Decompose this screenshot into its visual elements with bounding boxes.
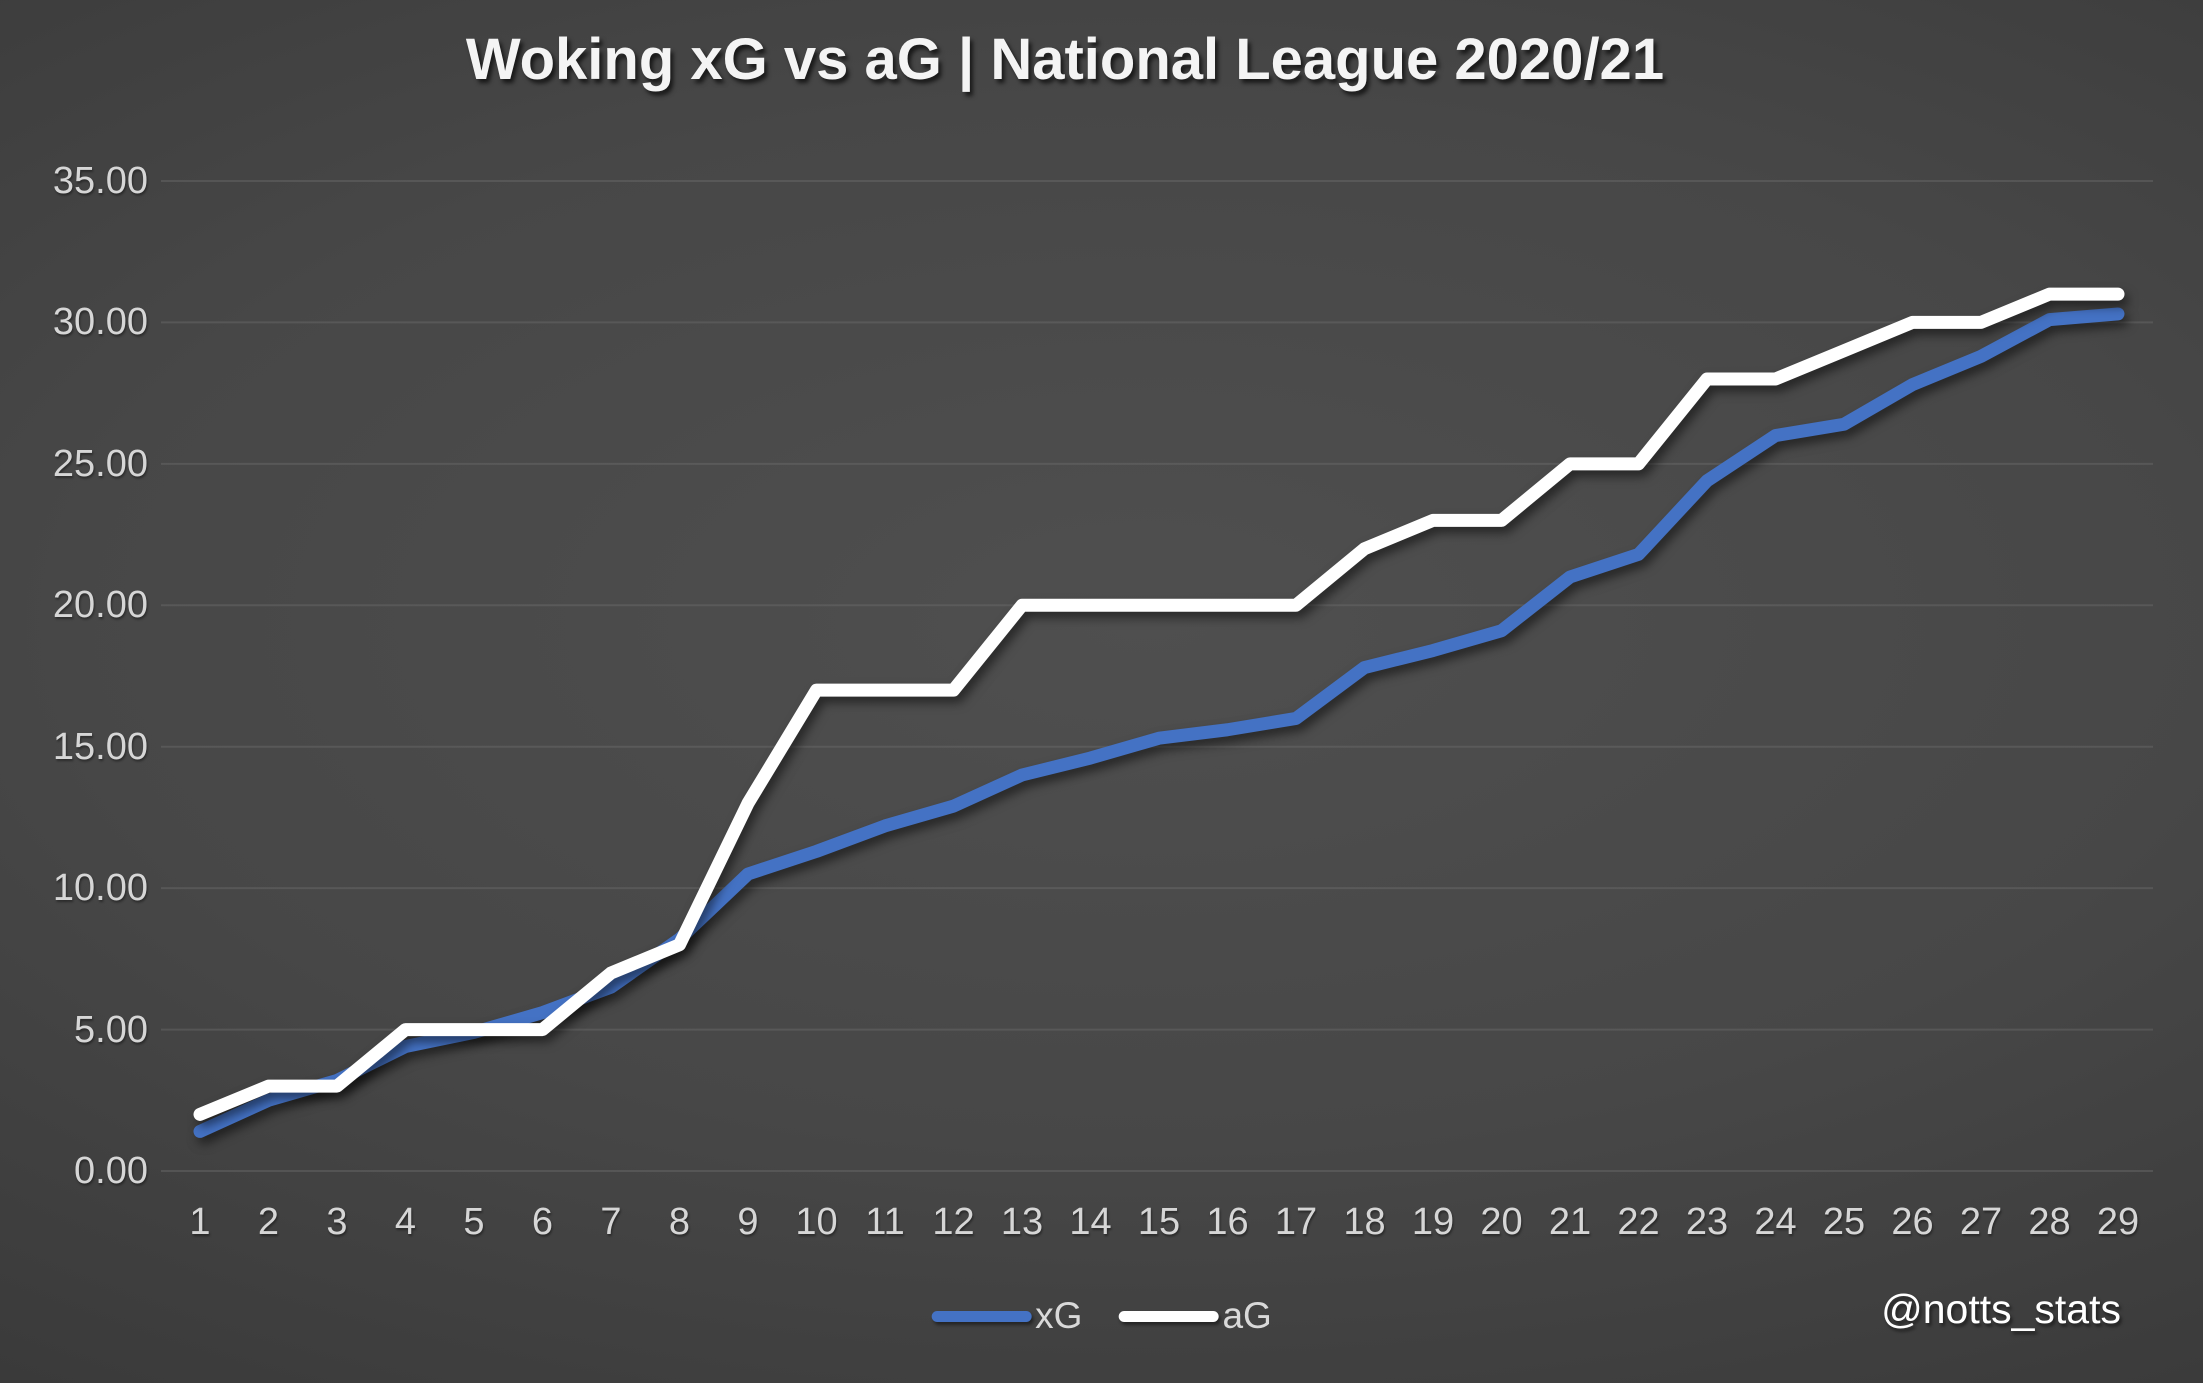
y-axis-tick-label: 35.00 xyxy=(52,160,148,202)
legend-label-xg: xG xyxy=(1035,1295,1083,1336)
x-axis-tick-label: 11 xyxy=(865,1201,905,1243)
x-axis-tick-label: 23 xyxy=(1685,1201,1729,1243)
x-axis-tick-label: 6 xyxy=(531,1201,554,1243)
x-axis-tick-label: 25 xyxy=(1822,1201,1866,1243)
chart-title: Woking xG vs aG | National League 2020/2… xyxy=(465,27,1665,92)
x-axis-tick-label: 28 xyxy=(2028,1201,2071,1243)
x-axis-tick-label: 17 xyxy=(1274,1201,1318,1243)
x-axis-tick-label: 29 xyxy=(2096,1201,2140,1243)
legend-item-ag: aG xyxy=(1118,1295,1272,1336)
y-axis-tick-label: 25.00 xyxy=(52,442,148,485)
ag-line xyxy=(193,287,2125,1121)
x-axis-tick-label: 13 xyxy=(1000,1201,1044,1243)
x-axis-tick-label: 3 xyxy=(326,1201,348,1243)
x-axis-tick-label: 1 xyxy=(189,1201,211,1243)
y-axis-tick-label: 20.00 xyxy=(52,584,148,627)
legend-item-xg: xG xyxy=(931,1296,1082,1336)
x-axis-tick-label: 16 xyxy=(1206,1201,1249,1243)
x-axis-tick-label: 4 xyxy=(394,1201,417,1243)
x-axis-tick-label: 10 xyxy=(795,1201,838,1243)
x-axis-tick-label: 22 xyxy=(1617,1201,1660,1243)
x-axis-tick-label: 27 xyxy=(1959,1201,2003,1243)
x-axis-tick-label: 19 xyxy=(1411,1201,1455,1243)
x-axis-tick-label: 9 xyxy=(737,1201,759,1243)
y-axis-tick-label: 0.00 xyxy=(74,1150,148,1192)
ag-line-swatch xyxy=(1118,1310,1219,1322)
x-axis-tick-label: 20 xyxy=(1480,1201,1523,1243)
x-axis-tick-label: 24 xyxy=(1754,1201,1797,1243)
xg-line xyxy=(193,307,2125,1138)
gridlines xyxy=(161,180,2153,1172)
x-axis-tick-label: 5 xyxy=(463,1201,485,1243)
x-axis-tick-label: 12 xyxy=(932,1201,975,1243)
xg-line-swatch xyxy=(931,1310,1032,1322)
series-lines xyxy=(193,287,2125,1138)
x-axis-tick-label: 7 xyxy=(600,1201,622,1243)
watermark: @notts_stats xyxy=(1881,1286,2121,1332)
x-axis-tick-label: 2 xyxy=(257,1201,280,1243)
y-axis-tick-label: 10.00 xyxy=(52,867,148,910)
legend: xG aG xyxy=(931,1296,1272,1336)
legend-label-ag: aG xyxy=(1222,1295,1272,1336)
x-axis-tick-label: 15 xyxy=(1137,1201,1181,1243)
x-axis-tick-label: 18 xyxy=(1343,1201,1386,1243)
x-axis-tick-label: 8 xyxy=(668,1201,691,1243)
x-axis-tick-label: 21 xyxy=(1548,1201,1592,1243)
y-axis-tick-label: 5.00 xyxy=(74,1008,148,1051)
x-axis-tick-label: 14 xyxy=(1069,1201,1112,1243)
x-axis-tick-label: 26 xyxy=(1891,1201,1934,1243)
y-axis-tick-label: 30.00 xyxy=(52,301,148,344)
y-axis-tick-label: 15.00 xyxy=(52,725,148,768)
